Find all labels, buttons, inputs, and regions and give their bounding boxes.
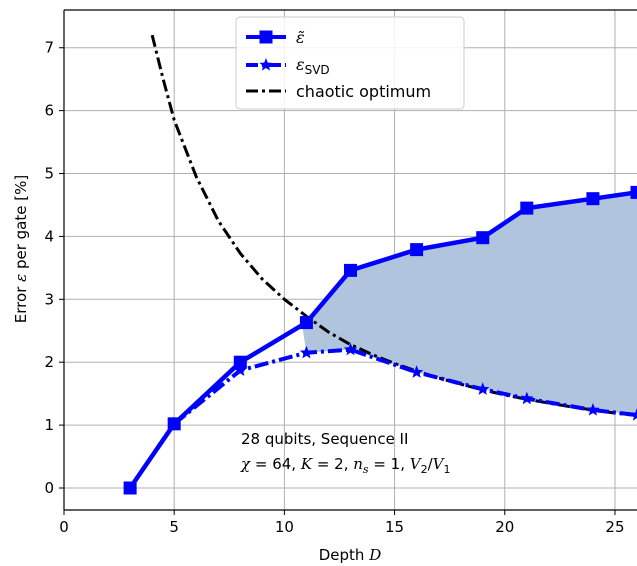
x-tick-label: 20 — [495, 518, 514, 536]
data-point-eps-tilde — [520, 201, 534, 215]
y-tick-label: 2 — [44, 353, 54, 371]
y-tick-label: 1 — [44, 416, 54, 434]
annotation-line-2: χ = 64, K = 2, ns = 1, V2/V1 — [240, 455, 451, 476]
data-point-eps-tilde — [410, 243, 424, 257]
y-tick-label: 0 — [44, 479, 54, 497]
data-point-eps-svd — [520, 391, 534, 405]
legend-label-eps-tilde: ε̃ — [296, 28, 305, 47]
x-tick-label: 15 — [385, 518, 404, 536]
y-tick-label: 7 — [44, 39, 54, 57]
data-point-eps-tilde — [586, 192, 600, 206]
legend-label-chaotic-optimum: chaotic optimum — [296, 82, 431, 101]
x-tick-label: 25 — [605, 518, 624, 536]
data-point-eps-tilde — [476, 231, 490, 245]
data-point-eps-svd — [299, 345, 314, 359]
data-point-eps-svd — [409, 365, 424, 378]
series-line-eps-svd — [172, 347, 637, 426]
data-point-eps-tilde — [344, 263, 357, 277]
data-point-eps-tilde — [123, 481, 137, 495]
y-tick-label: 3 — [44, 290, 54, 308]
legend-marker-square — [259, 30, 273, 44]
data-point-eps-svd — [343, 342, 358, 356]
legend: ε̃ εSVD chaotic optimum — [235, 16, 465, 110]
data-point-eps-tilde — [299, 316, 313, 330]
legend-label-eps-svd: εSVD — [296, 55, 330, 77]
series-layer — [123, 34, 637, 495]
data-point-eps-svd — [233, 363, 247, 377]
y-tick-label: 5 — [44, 165, 54, 183]
ticks: 0 5 10 15 20 25 0 1 2 3 4 5 6 7 — [44, 39, 624, 536]
y-tick-label: 6 — [44, 102, 54, 120]
x-tick-label: 0 — [59, 518, 69, 536]
legend-marker-star — [259, 58, 273, 71]
x-tick-label: 10 — [275, 518, 294, 536]
axes — [63, 9, 637, 511]
data-point-eps-tilde — [167, 417, 181, 431]
data-point-eps-svd — [630, 408, 637, 421]
series-line-eps-tilde — [128, 190, 637, 490]
y-axis-label: Error ε per gate [%] — [12, 175, 30, 323]
x-tick-label: 5 — [169, 518, 179, 536]
data-point-eps-svd — [476, 382, 490, 395]
y-tick-label: 4 — [44, 227, 54, 245]
data-point-eps-tilde — [233, 355, 247, 369]
data-point-eps-tilde — [630, 185, 637, 199]
legend-frame — [235, 16, 465, 110]
data-point-eps-svd — [586, 403, 600, 416]
x-axis-label: Depth D — [319, 546, 382, 564]
annotation-line-1: 28 qubits, Sequence II — [241, 430, 408, 448]
